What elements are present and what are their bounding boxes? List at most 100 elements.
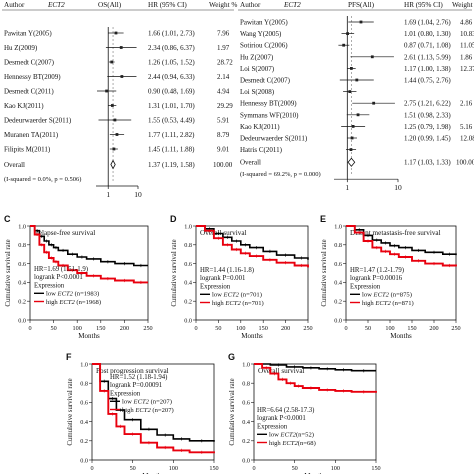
study-point xyxy=(356,113,360,117)
km-panel-e: E Distant metastasis-free survival 0.0 0.2 0… xyxy=(320,214,461,340)
km-frame xyxy=(195,225,309,321)
study-weight: 4.94 xyxy=(217,88,230,96)
column-header-endpoint: OS(All) xyxy=(98,1,122,9)
study-label: Kao KJ(2011) xyxy=(4,102,44,110)
x-tick-label: 150 xyxy=(407,325,416,332)
logrank-text: logrank P=0.00091 xyxy=(110,382,162,389)
column-header-author: Author xyxy=(240,1,261,9)
study-hr-text: 2.44 (0.94, 6.33) xyxy=(148,73,195,81)
y-tick-label: 0.4 xyxy=(184,280,192,287)
study-weight: 11.05 xyxy=(460,42,474,50)
x-axis-label: Months xyxy=(78,332,100,340)
forest-axis-tick-label: 10 xyxy=(134,190,142,199)
column-header-author: Author xyxy=(4,1,25,9)
legend-title: Expression xyxy=(350,283,381,290)
x-axis-label: Months xyxy=(304,472,326,474)
x-tick-label: 250 xyxy=(303,325,312,332)
y-tick-label: 0.6 xyxy=(80,400,88,407)
legend-entry: low ECT2(n=52) xyxy=(269,432,314,439)
y-tick-label: 1.0 xyxy=(80,361,88,368)
x-tick-label: 50 xyxy=(130,465,136,472)
study-label: Loi S(2007) xyxy=(240,65,275,73)
study-point xyxy=(114,31,118,35)
column-header-weight: Weight % xyxy=(452,1,474,9)
legend-entry: high ECT2 (n=871) xyxy=(362,300,414,307)
study-point xyxy=(350,136,354,140)
y-tick-label: 0.0 xyxy=(334,317,342,324)
km-curve xyxy=(196,225,309,268)
x-tick-label: 0 xyxy=(344,325,347,332)
column-header-weight: Weight % xyxy=(209,1,237,9)
legend-entry: high ECT2 (n=1968) xyxy=(46,299,101,306)
legend-entry: high ECT2 (n=701) xyxy=(212,300,264,307)
y-tick-label: 0.2 xyxy=(184,299,192,306)
study-hr-text: 2.75 (1.21, 6.22) xyxy=(404,100,451,108)
panel-letter: F xyxy=(66,352,72,362)
study-point xyxy=(112,147,116,151)
study-weight: 12.37 xyxy=(460,65,474,73)
overall-label: Overall xyxy=(240,159,261,167)
x-tick-label: 50 xyxy=(51,325,57,332)
study-hr-text: 1.77 (1.11, 2.82) xyxy=(148,131,195,139)
km-frame xyxy=(29,225,149,321)
column-header-hr: HR (95% CI) xyxy=(404,1,443,9)
km-curve xyxy=(254,363,377,393)
km-frame xyxy=(345,225,457,321)
x-tick-label: 0 xyxy=(194,325,197,332)
study-point xyxy=(355,78,359,82)
km-panel-f: F Post progression survival 0.0 0.2 0.4 0.6 0.… xyxy=(66,352,219,474)
legend-entry: low ECT2 (n=207) xyxy=(122,399,172,406)
km-frame xyxy=(253,363,377,461)
y-tick-label: 0.0 xyxy=(80,457,88,464)
hazard-ratio-text: HR=1.52 (1.18-1.94) xyxy=(110,374,167,381)
study-weight: 9.01 xyxy=(217,146,230,154)
y-tick-label: 0.2 xyxy=(18,299,26,306)
x-tick-label: 100 xyxy=(236,325,245,332)
study-weight: 28.72 xyxy=(217,59,233,67)
panel-letter: E xyxy=(320,214,326,224)
y-tick-label: 0.6 xyxy=(184,261,192,268)
x-axis-label: Months xyxy=(142,472,164,474)
column-header-endpoint: PFS(All) xyxy=(348,1,375,9)
study-hr-text: 1.17 (1.00, 1.38) xyxy=(404,65,451,73)
km-panel-g: G Overall survival 0.0 0.2 0.4 0.6 0.8 1.0 0 50 10… xyxy=(228,352,381,474)
y-tick-label: 0.8 xyxy=(80,381,88,388)
column-header-gene: ECT2 xyxy=(47,1,65,9)
study-weight: 5.16 xyxy=(460,123,473,131)
study-label: Hatris C(2011) xyxy=(240,146,283,154)
study-hr-text: 0.90 (0.48, 1.69) xyxy=(148,88,195,96)
study-weight: 1.86 xyxy=(460,53,473,61)
study-weight: 10.83 xyxy=(460,30,474,38)
study-label: Desmedt C(2007) xyxy=(4,59,55,67)
x-tick-label: 0 xyxy=(28,325,31,332)
y-axis-label: Cumulative survival rate xyxy=(229,378,236,445)
study-point xyxy=(370,55,374,59)
y-tick-label: 0.2 xyxy=(80,438,88,445)
study-hr-text: 1.55 (0.53, 4.49) xyxy=(148,117,195,125)
heterogeneity-text: (I-squared = 69.2%, p = 0.000) xyxy=(240,171,321,178)
x-tick-label: 250 xyxy=(143,325,152,332)
study-label: Wang Y(2005) xyxy=(240,30,282,38)
study-point xyxy=(372,101,376,105)
logrank-text: logrank P<0.0001 xyxy=(34,274,83,281)
study-point xyxy=(120,75,124,78)
forest-axis-tick-label: 1 xyxy=(106,190,110,199)
study-label: Pawitan Y(2005) xyxy=(4,30,52,38)
study-weight: 29.29 xyxy=(217,102,233,110)
study-weight: 1.97 xyxy=(217,44,230,52)
study-hr-text: 2.34 (0.86, 6.37) xyxy=(148,44,195,52)
logrank-text: logrank P=0.001 xyxy=(200,275,245,282)
legend-title: Expression xyxy=(200,283,231,290)
study-weight: 5.91 xyxy=(217,117,230,125)
study-point xyxy=(346,32,349,35)
overall-diamond xyxy=(347,157,356,167)
overall-weight: 100.00 xyxy=(456,159,474,167)
logrank-text: logrank P<0.0001 xyxy=(257,415,306,422)
study-point xyxy=(359,20,363,24)
study-hr-text: 1.44 (0.75, 2.76) xyxy=(404,77,451,85)
study-point xyxy=(349,148,353,151)
legend-entry: low ECT2 (n=1983) xyxy=(46,291,99,298)
y-tick-label: 0.8 xyxy=(184,242,192,249)
overall-label: Overall xyxy=(4,161,25,169)
km-panel-c: C Relapse-free survival 0.0 0.2 0.4 0.6 0.8 1.0… xyxy=(4,214,153,340)
